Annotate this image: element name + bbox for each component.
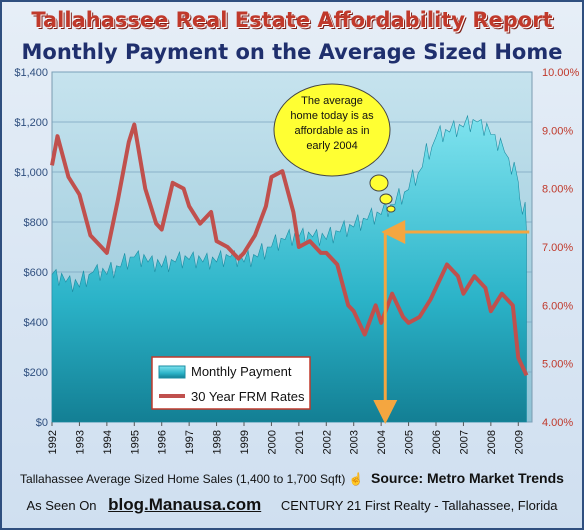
callout-text: The average — [301, 95, 363, 107]
callout-dot — [379, 193, 393, 205]
y-left-tick-label: $1,400 — [14, 67, 48, 79]
x-tick-label: 2006 — [431, 430, 443, 454]
frm-rate-line — [50, 122, 529, 377]
x-tick-label: 2004 — [376, 430, 388, 454]
y-right-tick-label: 4.00% — [542, 417, 573, 429]
callout-dot — [386, 205, 396, 213]
x-tick-label: 2003 — [349, 430, 361, 454]
legend-label-payment: Monthly Payment — [191, 364, 292, 379]
x-tick-label: 1999 — [239, 430, 251, 454]
report-subtitle: Monthly Payment on the Average Sized Hom… — [21, 40, 563, 64]
y-left-tick-label: $1,000 — [14, 167, 48, 179]
y-left-tick-label: $400 — [24, 317, 48, 329]
x-tick-label: 2002 — [321, 430, 333, 454]
source-description: Tallahassee Average Sized Home Sales (1,… — [20, 472, 346, 486]
y-right-tick-label: 5.00% — [542, 359, 573, 371]
legend-swatch-area — [158, 365, 186, 379]
y-left-tick-label: $200 — [24, 367, 48, 379]
attribution-line: As Seen On blog.Manausa.com CENTURY 21 F… — [2, 495, 582, 515]
x-tick-label: 2007 — [458, 430, 470, 454]
legend-label-rates: 30 Year FRM Rates — [191, 389, 305, 404]
brand-label: CENTURY 21 First Realty - Tallahassee, F… — [280, 498, 558, 513]
x-tick-label: 1995 — [129, 430, 141, 454]
x-tick-label: 1993 — [74, 430, 86, 454]
x-tick-label: 1994 — [102, 430, 114, 454]
x-tick-label: 1998 — [212, 430, 224, 454]
legend: Monthly Payment 30 Year FRM Rates — [151, 356, 311, 410]
y-left-tick-label: $1,200 — [14, 117, 48, 129]
callout-text: early 2004 — [306, 140, 357, 152]
y-right-tick-label: 9.00% — [542, 125, 573, 137]
x-tick-label: 1997 — [184, 430, 196, 454]
y-right-tick-label: 6.00% — [542, 300, 573, 312]
y-left-tick-label: $800 — [24, 217, 48, 229]
callout-bubble: The average home today is as affordable as… — [273, 83, 396, 213]
y-left-tick-label: $0 — [36, 417, 48, 429]
x-tick-label: 2008 — [486, 430, 498, 454]
callout-dot — [369, 174, 389, 192]
callout-cloud — [273, 83, 391, 177]
x-tick-label: 2005 — [404, 430, 416, 454]
x-tick-label: 2001 — [294, 430, 306, 454]
monthly-payment-area — [51, 114, 527, 423]
source-label: Source: Metro Market Trends — [371, 470, 564, 486]
y-right-tick-label: 8.00% — [542, 184, 573, 196]
source-line: Tallahassee Average Sized Home Sales (1,… — [2, 470, 582, 486]
y-right-tick-label: 10.00% — [542, 67, 580, 79]
y-right-tick-label: 7.00% — [542, 242, 573, 254]
as-seen-label: As Seen On — [26, 498, 97, 513]
x-tick-label: 1992 — [47, 430, 59, 454]
x-tick-label: 1996 — [157, 430, 169, 454]
x-tick-label: 2000 — [266, 430, 278, 454]
x-tick-label: 2009 — [513, 430, 525, 454]
blog-link[interactable]: blog.Manausa.com — [108, 495, 262, 514]
report-title: Tallahassee Real Estate Affordability Re… — [31, 8, 553, 32]
callout-text: home today is as — [290, 110, 374, 122]
pointing-hand-icon: ☝ — [348, 472, 364, 486]
y-left-tick-label: $600 — [24, 267, 48, 279]
callout-text: affordable as in — [294, 125, 369, 137]
